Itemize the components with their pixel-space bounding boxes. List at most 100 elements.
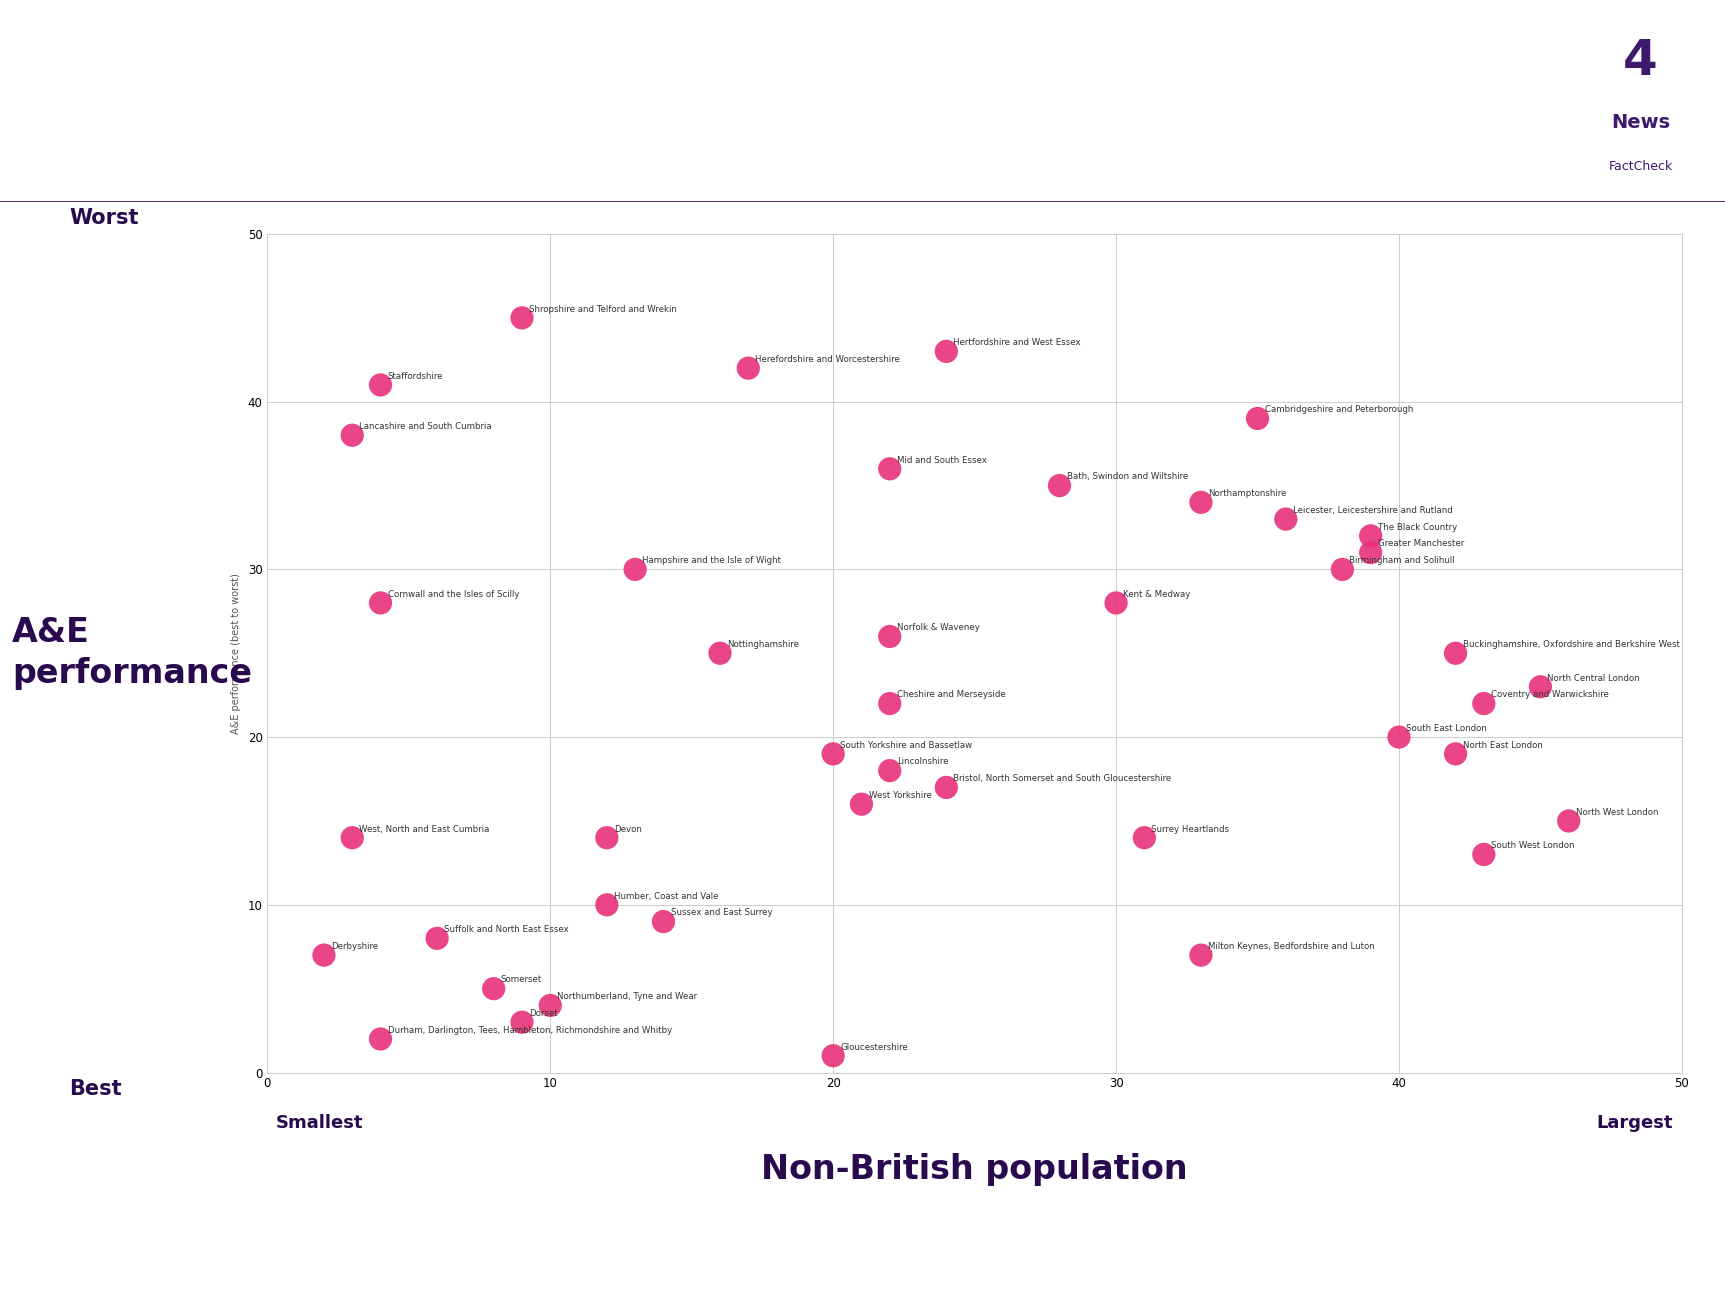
Text: Buckinghamshire, Oxfordshire and Berkshire West: Buckinghamshire, Oxfordshire and Berkshi… xyxy=(1463,640,1680,649)
Text: Northamptonshire: Northamptonshire xyxy=(1208,489,1287,498)
Text: Herefordshire and Worcestershire: Herefordshire and Worcestershire xyxy=(756,355,900,364)
Point xyxy=(1358,542,1385,563)
Point xyxy=(1442,644,1470,663)
Text: Devon: Devon xyxy=(614,824,642,833)
Text: South West London: South West London xyxy=(1490,841,1575,850)
Point xyxy=(933,341,961,361)
Point xyxy=(1244,408,1271,429)
Point xyxy=(509,1011,536,1032)
Point xyxy=(1328,559,1356,580)
Text: North West London: North West London xyxy=(1577,807,1658,816)
Text: Northumberland, Tyne and Wear: Northumberland, Tyne and Wear xyxy=(557,992,697,1001)
Point xyxy=(876,627,904,647)
Text: Shropshire and Telford and Wrekin: Shropshire and Telford and Wrekin xyxy=(530,304,676,313)
Text: Bath, Swindon and Wiltshire: Bath, Swindon and Wiltshire xyxy=(1066,472,1189,481)
Text: West, North and East Cumbria: West, North and East Cumbria xyxy=(359,824,490,833)
Point xyxy=(876,760,904,781)
Text: Lancashire and South Cumbria: Lancashire and South Cumbria xyxy=(359,422,492,432)
Point xyxy=(1045,476,1073,497)
Text: South East London: South East London xyxy=(1406,724,1487,733)
Text: News: News xyxy=(1611,113,1670,133)
Text: North Central London: North Central London xyxy=(1547,673,1640,682)
Text: Staffordshire: Staffordshire xyxy=(388,372,443,381)
Point xyxy=(1271,508,1299,529)
Text: Milton Keynes, Bedfordshire and Luton: Milton Keynes, Bedfordshire and Luton xyxy=(1208,942,1375,950)
Text: Cheshire and Merseyside: Cheshire and Merseyside xyxy=(897,690,1006,699)
Point xyxy=(423,928,450,949)
Text: Derbyshire: Derbyshire xyxy=(331,942,378,950)
Point xyxy=(1442,744,1470,764)
Point xyxy=(509,308,536,329)
FancyBboxPatch shape xyxy=(1570,10,1711,191)
Point xyxy=(1527,676,1554,697)
Text: Cambridgeshire and Peterborough: Cambridgeshire and Peterborough xyxy=(1264,406,1413,415)
Text: Hampshire and the Isle of Wight: Hampshire and the Isle of Wight xyxy=(642,556,781,566)
Text: North East London: North East London xyxy=(1463,741,1542,750)
Point xyxy=(1385,727,1413,747)
Point xyxy=(367,593,395,614)
Point xyxy=(1187,945,1214,966)
Text: Surrey Heartlands: Surrey Heartlands xyxy=(1152,824,1230,833)
Text: Cornwall and the Isles of Scilly: Cornwall and the Isles of Scilly xyxy=(388,590,519,599)
Point xyxy=(536,994,564,1015)
Text: Non-British population: Non-British population xyxy=(761,1153,1189,1186)
Text: Norfolk & Waveney: Norfolk & Waveney xyxy=(897,623,980,632)
Text: Best: Best xyxy=(69,1079,122,1098)
Point xyxy=(735,358,762,378)
Text: Largest: Largest xyxy=(1597,1114,1673,1132)
Text: Lincolnshire: Lincolnshire xyxy=(897,758,949,767)
Text: Suffolk and North East Essex: Suffolk and North East Essex xyxy=(445,926,569,935)
Text: Kent & Medway: Kent & Medway xyxy=(1123,590,1190,599)
Text: Sussex and East Surrey: Sussex and East Surrey xyxy=(671,909,773,918)
Text: Relative size of non-British population: Relative size of non-British population xyxy=(43,40,1038,86)
Text: The Black Country: The Black Country xyxy=(1378,523,1458,532)
Point xyxy=(621,559,649,580)
Point xyxy=(933,777,961,798)
Text: Figures have been cross referenced based on closest match between administrative: Figures have been cross referenced based… xyxy=(22,1288,688,1299)
Point xyxy=(876,693,904,714)
Text: versus A&E performance by area, England: versus A&E performance by area, England xyxy=(43,131,1137,176)
Point xyxy=(593,827,621,848)
Point xyxy=(650,911,678,932)
Point xyxy=(1130,827,1157,848)
Text: Smallest: Smallest xyxy=(276,1114,364,1132)
Point xyxy=(1470,844,1497,865)
Point xyxy=(338,425,366,446)
Text: Bristol, North Somerset and South Gloucestershire: Bristol, North Somerset and South Glouce… xyxy=(954,775,1171,783)
Text: Coventry and Warwickshire: Coventry and Warwickshire xyxy=(1490,690,1609,699)
Point xyxy=(706,644,733,663)
Point xyxy=(847,794,875,815)
Text: Worst: Worst xyxy=(69,208,138,227)
Point xyxy=(367,1028,395,1049)
Text: A&E performance based on figures for November 2017 on percentage of patients dis: A&E performance based on figures for Nov… xyxy=(22,1212,1339,1222)
Point xyxy=(1470,693,1497,714)
Point xyxy=(338,827,366,848)
Text: Durham, Darlington, Tees, Hambleton, Richmondshire and Whitby: Durham, Darlington, Tees, Hambleton, Ric… xyxy=(388,1026,671,1035)
Text: A&E
performance: A&E performance xyxy=(12,616,252,690)
Text: Hertfordshire and West Essex: Hertfordshire and West Essex xyxy=(954,338,1082,347)
Point xyxy=(876,459,904,480)
Point xyxy=(1102,593,1130,614)
Text: Humber, Coast and Vale: Humber, Coast and Vale xyxy=(614,892,718,901)
Text: Mid and South Essex: Mid and South Essex xyxy=(897,455,987,464)
Point xyxy=(1358,525,1385,546)
Point xyxy=(1187,491,1214,512)
Text: 4: 4 xyxy=(1623,36,1658,84)
Point xyxy=(480,979,507,1000)
Text: South Yorkshire and Bassetlaw: South Yorkshire and Bassetlaw xyxy=(840,741,973,750)
Y-axis label: A&E performance (best to worst): A&E performance (best to worst) xyxy=(231,573,242,733)
Text: Birmingham and Solihull: Birmingham and Solihull xyxy=(1349,556,1456,566)
Text: proportion of patients treated within 4 hours. Non-British population based on e: proportion of patients treated within 4 … xyxy=(22,1239,1368,1249)
Text: Greater Manchester: Greater Manchester xyxy=(1378,540,1465,549)
Text: West Yorkshire: West Yorkshire xyxy=(868,790,932,800)
Point xyxy=(819,744,847,764)
Text: Somerset: Somerset xyxy=(500,975,542,984)
Text: Dorset: Dorset xyxy=(530,1009,557,1018)
Text: FactCheck: FactCheck xyxy=(1608,160,1673,173)
Point xyxy=(310,945,338,966)
Point xyxy=(819,1045,847,1066)
Point xyxy=(367,374,395,395)
Text: Gloucestershire: Gloucestershire xyxy=(840,1043,907,1052)
Point xyxy=(593,894,621,915)
Point xyxy=(1554,811,1582,832)
